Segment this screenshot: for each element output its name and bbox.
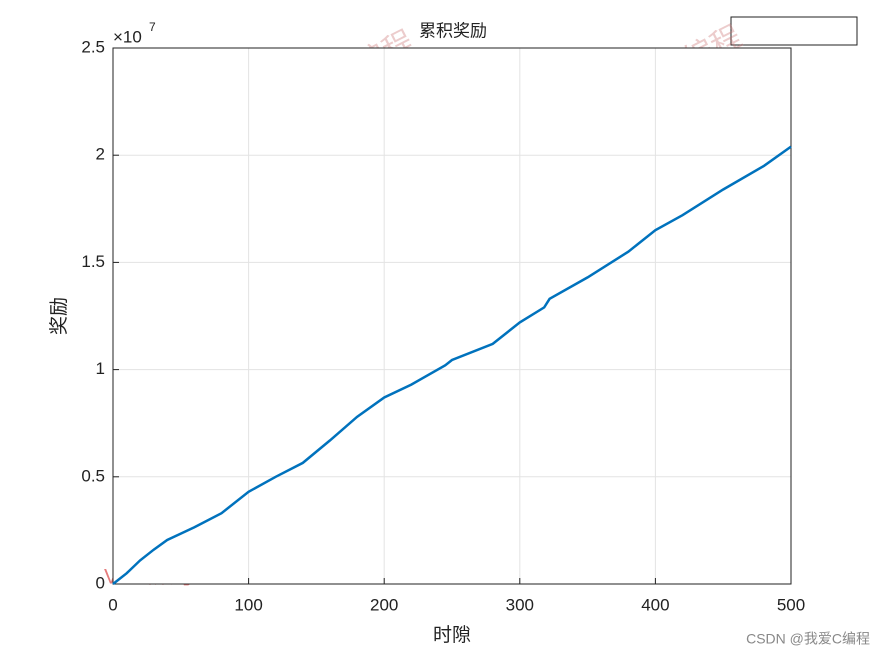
y-tick-label: 1.5 (81, 252, 105, 271)
watermark: CSDN @我爱C编程 (746, 631, 870, 647)
plot-area (113, 48, 791, 584)
y-tick-label: 2.5 (81, 37, 105, 56)
y-multiplier: ×10 (113, 27, 142, 46)
y-multiplier-exponent: 7 (149, 20, 156, 34)
y-tick-label: 2 (96, 145, 105, 164)
legend-box (730, 16, 858, 46)
data-line (112, 145, 792, 585)
x-tick-label: 0 (108, 595, 117, 614)
x-tick-label: 300 (506, 595, 534, 614)
x-tick-label: 200 (370, 595, 398, 614)
y-axis-label: 奖励 (48, 297, 70, 335)
axes-box (112, 47, 792, 585)
x-tick-label: 100 (234, 595, 262, 614)
y-tick-label: 0 (96, 573, 105, 592)
x-tick-label: 400 (641, 595, 669, 614)
x-axis-label: 时隙 (433, 624, 471, 646)
chart-title: 累积奖励 (419, 21, 487, 40)
x-tick-label: 500 (777, 595, 805, 614)
y-tick-label: 0.5 (81, 466, 105, 485)
y-tick-label: 1 (96, 359, 105, 378)
